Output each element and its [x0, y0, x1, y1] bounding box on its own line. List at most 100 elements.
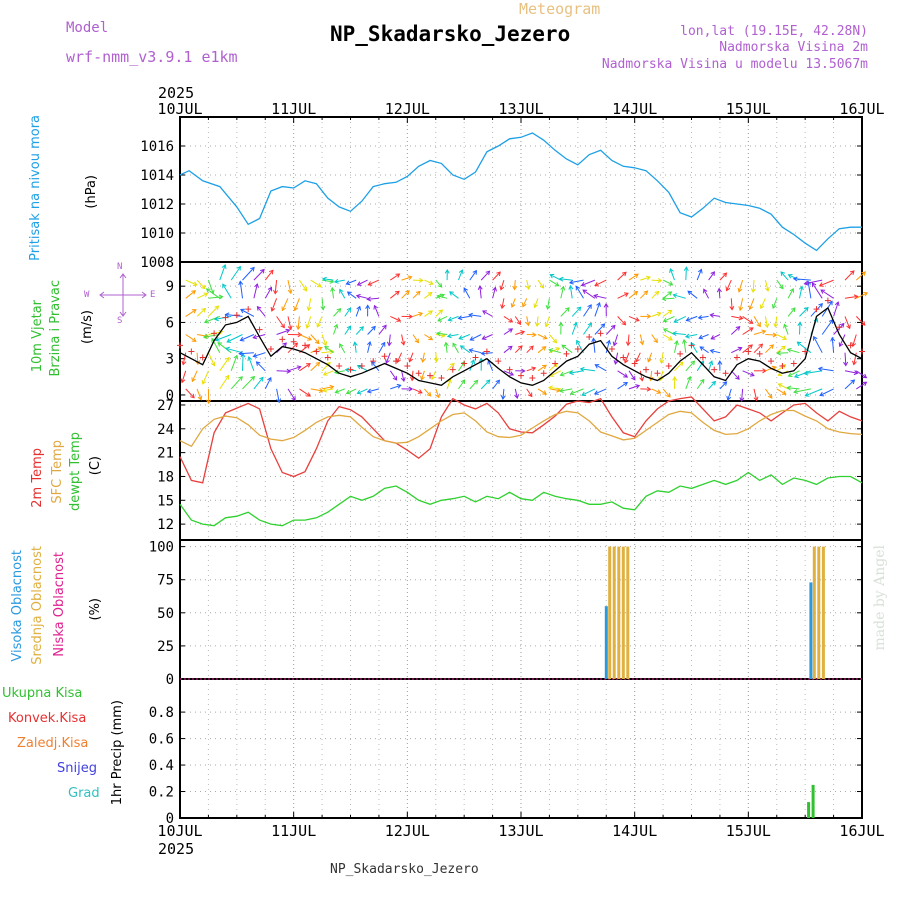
wind-vector	[217, 342, 232, 354]
wind-vector	[844, 379, 855, 390]
wind-vector	[710, 350, 721, 354]
wind-vector	[571, 306, 581, 317]
wind-gust-marker	[563, 350, 570, 357]
wind-arrowhead	[302, 286, 308, 292]
wind-vector	[435, 388, 440, 398]
wind-arrowhead	[764, 286, 770, 292]
wind-vector	[219, 357, 230, 372]
wind-vector	[242, 353, 244, 371]
wind-vector	[225, 347, 243, 354]
wind-vector	[447, 334, 459, 337]
wind-arrowhead	[581, 391, 587, 397]
wind-arrowhead	[458, 335, 464, 340]
wind-arrowhead	[621, 271, 627, 277]
wind-vector	[673, 294, 686, 299]
wind-vector	[575, 286, 584, 299]
wind-arrowhead	[625, 341, 631, 347]
wind-arrowhead	[587, 322, 592, 328]
wind-vector	[660, 352, 664, 364]
wind-vector	[412, 291, 421, 299]
wind-arrowhead	[203, 318, 209, 324]
wind-vector	[487, 360, 494, 371]
wind-gust-marker	[722, 370, 729, 377]
wind-vector	[240, 309, 255, 317]
wind-arrowhead	[250, 375, 256, 381]
wind-arrowhead	[639, 340, 645, 346]
wind-arrowhead	[480, 350, 486, 356]
wind-arrowhead	[222, 283, 227, 289]
wind-arrowhead	[420, 357, 426, 363]
wind-arrowhead	[735, 375, 740, 380]
wind-arrowhead	[552, 338, 558, 344]
wind-vector	[257, 306, 266, 317]
wind-vector	[776, 345, 786, 354]
wind-arrowhead	[612, 341, 618, 347]
wind-vector	[514, 345, 523, 354]
wind-gust-marker	[177, 342, 183, 349]
wind-vector	[765, 366, 776, 372]
wind-vector	[196, 279, 206, 289]
y-tick-label: 18	[157, 469, 174, 485]
wind-vector	[219, 264, 226, 281]
wind-vector	[253, 352, 266, 357]
wind-vector	[299, 363, 311, 372]
wind-vector	[549, 370, 562, 377]
wind-vector	[357, 279, 368, 286]
wind-arrowhead	[418, 311, 424, 317]
wind-arrowhead	[683, 266, 689, 272]
wind-gust-marker	[756, 350, 763, 357]
wind-arrowhead	[558, 388, 564, 393]
wind-vector	[593, 295, 607, 299]
wind-arrowhead	[623, 373, 629, 378]
wind-arrowhead	[776, 350, 782, 356]
wind-arrowhead	[697, 268, 703, 274]
wind-vector	[708, 361, 713, 371]
wind-vector	[222, 283, 232, 299]
wind-arrowhead	[329, 384, 335, 390]
wind-vector	[514, 316, 521, 325]
wind-arrowhead	[218, 329, 224, 335]
wind-arrowhead	[672, 293, 678, 299]
wind-gust-marker	[608, 346, 615, 353]
wind-vector	[605, 325, 616, 335]
wind-arrowhead	[613, 360, 619, 365]
wind-vector	[818, 368, 834, 372]
wind-arrowhead	[255, 361, 261, 366]
wind-arrowhead	[252, 334, 258, 340]
wind-vector	[310, 334, 320, 344]
temp-line-1	[179, 409, 863, 448]
wind-vector	[651, 388, 661, 394]
cloud-bar	[604, 606, 608, 679]
wind-arrowhead	[507, 345, 513, 351]
wind-vector	[852, 334, 857, 347]
wind-vector	[526, 279, 530, 290]
temp-line-2	[179, 471, 863, 527]
wind-arrowhead	[477, 285, 483, 291]
wind-vector	[581, 279, 596, 286]
wind-arrowhead	[482, 310, 487, 315]
wind-arrowhead	[674, 340, 679, 345]
wind-arrowhead	[317, 346, 323, 352]
wind-arrowhead	[508, 328, 514, 333]
year-bottom: 2025	[158, 840, 195, 858]
wind-vector	[355, 326, 364, 335]
wind-vector	[776, 279, 784, 289]
wind-arrowhead	[782, 335, 788, 340]
wind-arrowhead	[761, 329, 767, 335]
wind-arrowhead	[500, 304, 506, 310]
wind-arrowhead	[525, 321, 531, 327]
wind-vector	[424, 388, 432, 397]
wind-arrowhead	[472, 269, 477, 275]
wind-vector	[787, 348, 800, 354]
wind-arrowhead	[457, 315, 463, 321]
wind-vector	[793, 278, 811, 281]
wind-vector	[628, 291, 638, 299]
wind-vector	[788, 370, 800, 377]
wind-arrowhead	[447, 378, 452, 384]
wind-arrowhead	[356, 389, 362, 395]
wind-vector	[710, 334, 721, 340]
wind-vector	[226, 334, 243, 343]
wind-arrowhead	[685, 316, 691, 322]
wind-arrowhead	[554, 281, 560, 287]
wind-arrowhead	[738, 306, 744, 312]
